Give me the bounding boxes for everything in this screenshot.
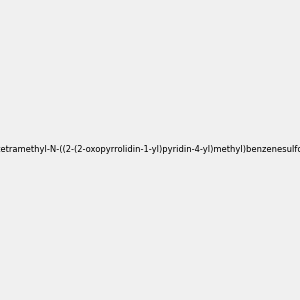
Text: 2,3,5,6-tetramethyl-N-((2-(2-oxopyrrolidin-1-yl)pyridin-4-yl)methyl)benzenesulfo: 2,3,5,6-tetramethyl-N-((2-(2-oxopyrrolid…: [0, 146, 300, 154]
